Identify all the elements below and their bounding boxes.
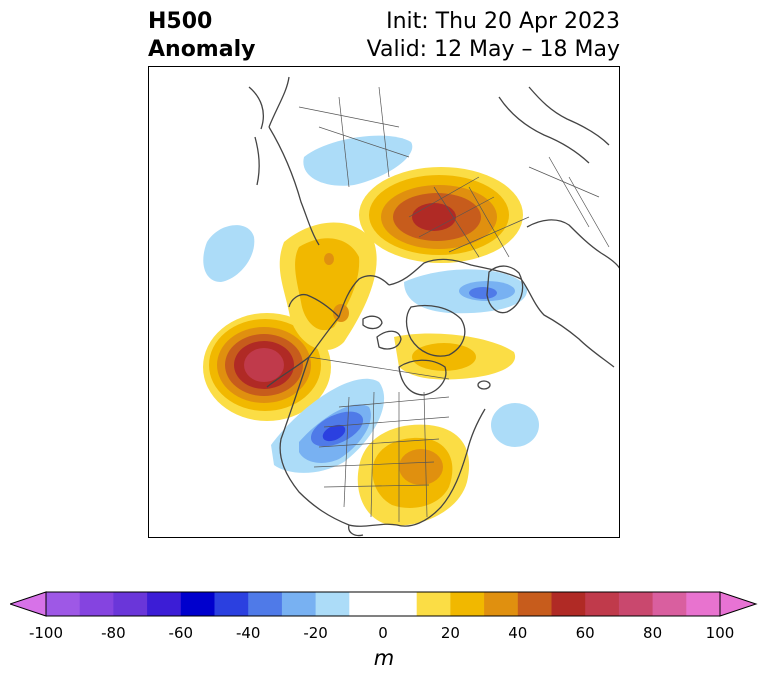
colorbar-tick-label: 100 — [705, 624, 735, 642]
colorbar-bin — [686, 592, 721, 616]
anomaly-eastern-us — [357, 424, 470, 526]
colorbar-bin — [113, 592, 148, 616]
colorbar-unit: m — [373, 646, 395, 670]
colorbar-bin — [416, 592, 451, 616]
colorbar-tick-label: -20 — [303, 624, 328, 642]
valid-range-label: Valid: 12 May – 18 May — [366, 37, 620, 62]
colorbar-outline — [45, 591, 721, 617]
colorbar-bin — [349, 592, 384, 616]
anomaly-ne-pacific — [203, 313, 331, 421]
map-title: H500 Anomaly — [148, 8, 255, 64]
anomaly-north-atlantic — [491, 403, 539, 447]
colorbar-bin — [248, 592, 283, 616]
map-panel — [148, 66, 620, 538]
colorbar-bins — [46, 592, 721, 616]
colorbar-tick-label: -60 — [168, 624, 194, 642]
colorbar-bin — [652, 592, 687, 616]
colorbar-tick-label: 0 — [378, 624, 388, 642]
colorbar-tick-label: -100 — [28, 624, 64, 642]
title-field-type: Anomaly — [148, 37, 256, 62]
colorbar-tick-label: 20 — [440, 624, 460, 642]
colorbar-bin — [180, 592, 215, 616]
colorbar-tick-label: -40 — [235, 624, 261, 642]
colorbar-under-arrow — [10, 591, 47, 617]
colorbar-bin — [450, 592, 485, 616]
colorbar-bin — [214, 592, 249, 616]
colorbar-tick-label: -80 — [101, 624, 126, 642]
colorbar-bin — [147, 592, 182, 616]
colorbar — [10, 591, 758, 617]
colorbar-bin — [484, 592, 519, 616]
colorbar-bin — [551, 592, 586, 616]
colorbar-tick-label: 60 — [575, 624, 595, 642]
title-field-name: H500 — [148, 9, 213, 34]
colorbar-tick-label: 40 — [508, 624, 528, 642]
coastlines — [248, 76, 619, 537]
anomaly-canadian-arctic — [394, 333, 516, 380]
anomaly-nw-russia — [359, 167, 523, 263]
colorbar-over-arrow — [719, 591, 758, 617]
colorbar-bin — [585, 592, 620, 616]
colorbar-bin — [79, 592, 114, 616]
colorbar-bin — [517, 592, 552, 616]
map-dates: Init: Thu 20 Apr 2023 Valid: 12 May – 18… — [367, 8, 620, 64]
borders — [298, 86, 610, 522]
anomaly-map — [203, 76, 619, 537]
init-date-label: Init: Thu 20 Apr 2023 — [386, 9, 620, 34]
anomaly-bering — [279, 222, 377, 351]
colorbar-bin — [618, 592, 654, 616]
anomaly-north-pacific — [203, 225, 255, 282]
colorbar-bin — [315, 592, 350, 616]
colorbar-bin — [46, 592, 81, 616]
anomaly-arctic — [404, 269, 528, 314]
colorbar-bin — [383, 592, 418, 616]
colorbar-bin — [281, 592, 317, 616]
anomaly-western-us — [271, 378, 385, 473]
anomaly-east-asia — [303, 135, 413, 186]
colorbar-tick-label: 80 — [643, 624, 663, 642]
